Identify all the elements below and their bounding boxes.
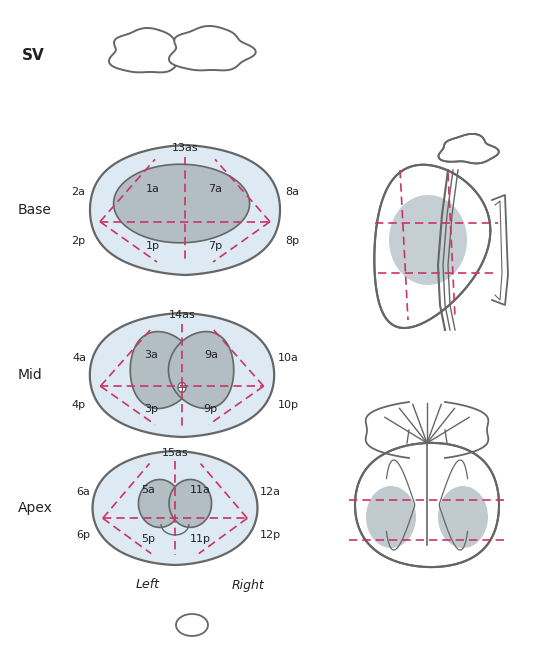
- Text: 11p: 11p: [190, 534, 211, 545]
- Text: Base: Base: [18, 203, 52, 217]
- Text: Left: Left: [136, 579, 160, 592]
- Ellipse shape: [438, 486, 488, 548]
- Polygon shape: [138, 479, 181, 528]
- Polygon shape: [130, 332, 196, 409]
- Polygon shape: [168, 332, 234, 409]
- Polygon shape: [169, 479, 211, 528]
- Polygon shape: [374, 165, 490, 328]
- Polygon shape: [90, 145, 280, 275]
- Text: 9a: 9a: [204, 350, 218, 360]
- Text: 8p: 8p: [285, 236, 299, 246]
- Text: 9p: 9p: [203, 404, 218, 414]
- Text: 4p: 4p: [72, 400, 86, 410]
- Text: 10a: 10a: [278, 353, 299, 362]
- Text: 2p: 2p: [71, 236, 85, 246]
- Text: 6a: 6a: [76, 487, 90, 497]
- Polygon shape: [439, 134, 499, 163]
- Text: 1p: 1p: [146, 241, 160, 251]
- Text: 12a: 12a: [260, 487, 281, 497]
- Text: 2a: 2a: [71, 187, 85, 197]
- Text: 12p: 12p: [260, 530, 281, 541]
- Ellipse shape: [366, 486, 416, 548]
- Text: 3p: 3p: [144, 404, 158, 414]
- Ellipse shape: [176, 614, 208, 636]
- Text: 11a: 11a: [190, 485, 211, 495]
- Text: 15as: 15as: [162, 448, 188, 458]
- Text: 14as: 14as: [168, 310, 195, 321]
- Text: 1a: 1a: [146, 184, 160, 194]
- Text: 7a: 7a: [208, 184, 222, 194]
- Text: Right: Right: [232, 579, 264, 592]
- Polygon shape: [355, 443, 499, 567]
- Text: 5p: 5p: [141, 534, 155, 545]
- Text: 13as: 13as: [172, 143, 198, 153]
- Text: SV: SV: [22, 48, 44, 63]
- Text: 10p: 10p: [278, 400, 299, 410]
- Ellipse shape: [178, 383, 186, 392]
- Text: 5a: 5a: [141, 485, 155, 495]
- Text: 3a: 3a: [145, 350, 158, 360]
- Text: 4a: 4a: [72, 353, 86, 362]
- Polygon shape: [113, 164, 250, 243]
- Polygon shape: [169, 26, 256, 71]
- Text: 8a: 8a: [285, 187, 299, 197]
- Text: 6p: 6p: [76, 530, 90, 541]
- Text: Mid: Mid: [18, 368, 43, 382]
- Text: Apex: Apex: [18, 501, 53, 515]
- Polygon shape: [92, 451, 257, 565]
- Text: 7p: 7p: [208, 241, 222, 251]
- Ellipse shape: [389, 195, 467, 285]
- Polygon shape: [109, 28, 191, 72]
- Polygon shape: [90, 313, 274, 437]
